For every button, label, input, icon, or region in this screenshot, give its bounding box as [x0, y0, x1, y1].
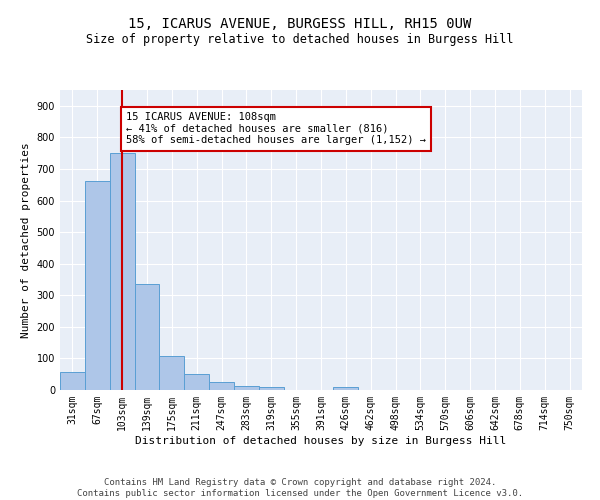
- Bar: [334, 387, 358, 390]
- Bar: [259, 387, 284, 390]
- X-axis label: Distribution of detached houses by size in Burgess Hill: Distribution of detached houses by size …: [136, 436, 506, 446]
- Text: 15, ICARUS AVENUE, BURGESS HILL, RH15 0UW: 15, ICARUS AVENUE, BURGESS HILL, RH15 0U…: [128, 18, 472, 32]
- Bar: [184, 374, 209, 390]
- Bar: [110, 153, 134, 390]
- Bar: [60, 372, 85, 390]
- Bar: [160, 356, 184, 390]
- Text: 15 ICARUS AVENUE: 108sqm
← 41% of detached houses are smaller (816)
58% of semi-: 15 ICARUS AVENUE: 108sqm ← 41% of detach…: [126, 112, 426, 146]
- Text: Size of property relative to detached houses in Burgess Hill: Size of property relative to detached ho…: [86, 32, 514, 46]
- Bar: [85, 180, 110, 390]
- Y-axis label: Number of detached properties: Number of detached properties: [21, 142, 31, 338]
- Bar: [134, 284, 160, 390]
- Text: Contains HM Land Registry data © Crown copyright and database right 2024.
Contai: Contains HM Land Registry data © Crown c…: [77, 478, 523, 498]
- Bar: [234, 386, 259, 390]
- Bar: [209, 382, 234, 390]
